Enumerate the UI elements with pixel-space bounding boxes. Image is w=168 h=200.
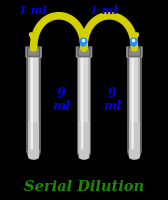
- Polygon shape: [130, 38, 137, 46]
- Ellipse shape: [127, 143, 141, 160]
- Ellipse shape: [129, 144, 140, 159]
- FancyBboxPatch shape: [131, 50, 134, 149]
- FancyBboxPatch shape: [27, 48, 41, 152]
- FancyBboxPatch shape: [25, 46, 42, 58]
- FancyBboxPatch shape: [28, 122, 39, 157]
- FancyBboxPatch shape: [28, 48, 39, 56]
- Ellipse shape: [27, 143, 41, 160]
- FancyBboxPatch shape: [76, 46, 92, 58]
- FancyBboxPatch shape: [81, 50, 83, 149]
- FancyBboxPatch shape: [77, 48, 91, 152]
- Text: Serial Dilution: Serial Dilution: [24, 180, 144, 194]
- FancyBboxPatch shape: [78, 48, 90, 56]
- FancyBboxPatch shape: [130, 50, 138, 151]
- Text: 1 ml: 1 ml: [90, 5, 117, 17]
- FancyBboxPatch shape: [129, 122, 140, 157]
- FancyBboxPatch shape: [78, 48, 90, 152]
- FancyBboxPatch shape: [31, 50, 33, 149]
- Polygon shape: [80, 38, 87, 46]
- Ellipse shape: [78, 144, 90, 159]
- FancyBboxPatch shape: [129, 48, 140, 152]
- Ellipse shape: [28, 144, 39, 159]
- FancyBboxPatch shape: [78, 47, 90, 57]
- Text: 9
ml: 9 ml: [103, 87, 122, 113]
- Ellipse shape: [129, 155, 140, 160]
- FancyBboxPatch shape: [28, 48, 39, 152]
- Text: 9
ml: 9 ml: [52, 87, 70, 113]
- FancyBboxPatch shape: [129, 48, 140, 56]
- Ellipse shape: [77, 143, 91, 160]
- FancyBboxPatch shape: [127, 48, 141, 152]
- FancyBboxPatch shape: [27, 47, 40, 57]
- FancyBboxPatch shape: [80, 50, 88, 151]
- Ellipse shape: [28, 155, 39, 160]
- Text: 1 ml: 1 ml: [19, 5, 47, 17]
- FancyBboxPatch shape: [30, 50, 38, 151]
- FancyBboxPatch shape: [126, 46, 143, 58]
- Ellipse shape: [79, 155, 89, 160]
- FancyBboxPatch shape: [128, 47, 141, 57]
- FancyBboxPatch shape: [79, 122, 89, 157]
